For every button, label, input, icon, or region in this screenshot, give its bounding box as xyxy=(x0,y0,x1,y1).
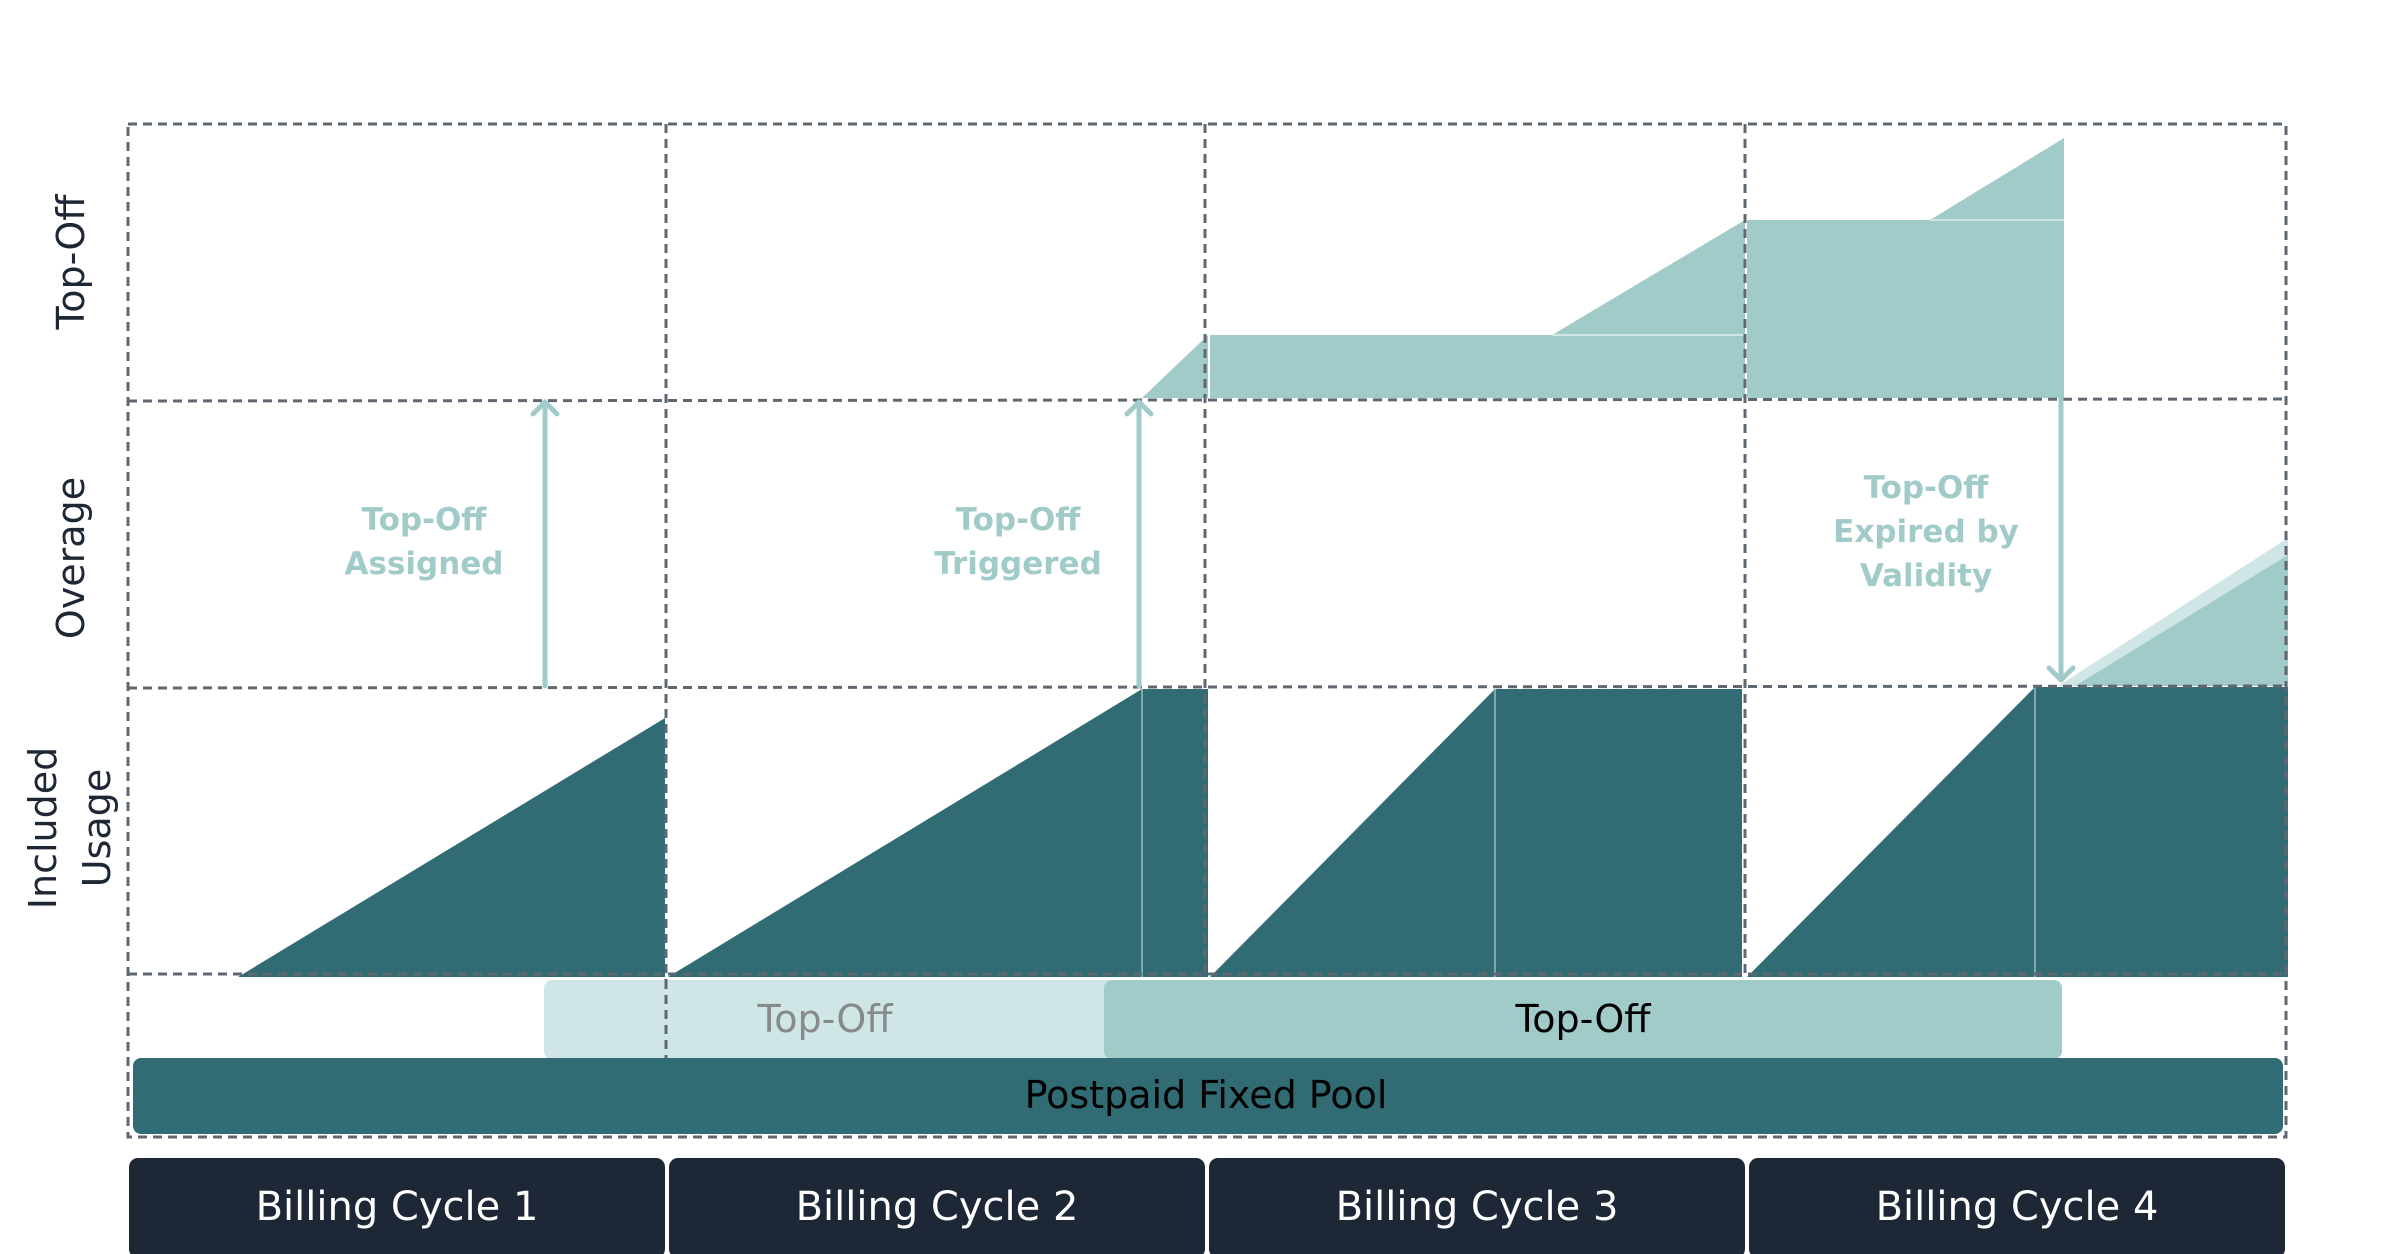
arrow-topoff-assigned xyxy=(533,402,557,686)
billing-cycle-4-label: Billing Cycle 4 xyxy=(1876,1184,2159,1230)
cycle4-topoff-block xyxy=(1747,220,2064,398)
billing-cycle-3-label: Billing Cycle 3 xyxy=(1336,1184,1619,1230)
topoff-bar-active-label: Top-Off xyxy=(1515,997,1652,1041)
topoff-bar-expired-label: Top-Off xyxy=(757,997,894,1041)
row-label-included: Included xyxy=(21,747,65,909)
row-label-usage: Usage xyxy=(75,769,119,887)
row-label-overage: Overage xyxy=(49,477,93,639)
billing-cycle-1-label: Billing Cycle 1 xyxy=(256,1184,539,1230)
topoff-bars: Top-Off Top-Off xyxy=(544,980,2062,1059)
annotation-triggered-line2: Triggered xyxy=(934,546,1102,582)
postpaid-pool: Postpaid Fixed Pool xyxy=(133,1058,2283,1134)
cycle2-topoff-start xyxy=(1142,335,1208,398)
cycle2-usage-overflow xyxy=(1142,689,1208,977)
cycle3-usage-ramp xyxy=(1210,689,1495,977)
cycle4-usage-ramp xyxy=(1747,687,2035,977)
cycle2-usage-ramp xyxy=(668,689,1142,977)
annotation-expired-line3: Validity xyxy=(1860,558,1992,594)
cycle3-topoff-base xyxy=(1210,335,1745,398)
cycle3-usage-full xyxy=(1495,689,1742,977)
annotations: Top-Off Assigned Top-Off Triggered Top-O… xyxy=(345,470,2019,594)
annotation-assigned-line1: Top-Off xyxy=(362,502,488,538)
cycle3-topoff-ramp xyxy=(1552,220,1745,335)
row-labels: Top-Off Overage Included Usage xyxy=(21,194,119,910)
billing-cycles: Billing Cycle 1 Billing Cycle 2 Billing … xyxy=(129,1158,2285,1254)
arrow-topoff-triggered xyxy=(1127,402,1151,686)
cycle4-usage-full xyxy=(2035,687,2288,977)
row-label-topoff: Top-Off xyxy=(49,194,93,331)
postpaid-pool-label: Postpaid Fixed Pool xyxy=(1025,1073,1388,1117)
cycle4-topoff-ramp xyxy=(1930,138,2064,220)
topoff-shapes xyxy=(1142,138,2288,686)
cycle1-usage-ramp xyxy=(238,718,665,977)
arrow-topoff-expired xyxy=(2049,398,2073,680)
grid-row-divider-overage xyxy=(128,686,2288,688)
grid-row-divider-topoff xyxy=(128,399,2288,401)
billing-cycle-2-label: Billing Cycle 2 xyxy=(796,1184,1079,1230)
annotation-triggered-line1: Top-Off xyxy=(956,502,1082,538)
annotation-expired-line1: Top-Off xyxy=(1864,470,1990,506)
annotation-expired-line2: Expired by xyxy=(1833,514,2019,550)
annotation-assigned-line2: Assigned xyxy=(345,546,504,582)
included-usage-shapes xyxy=(238,687,2288,977)
